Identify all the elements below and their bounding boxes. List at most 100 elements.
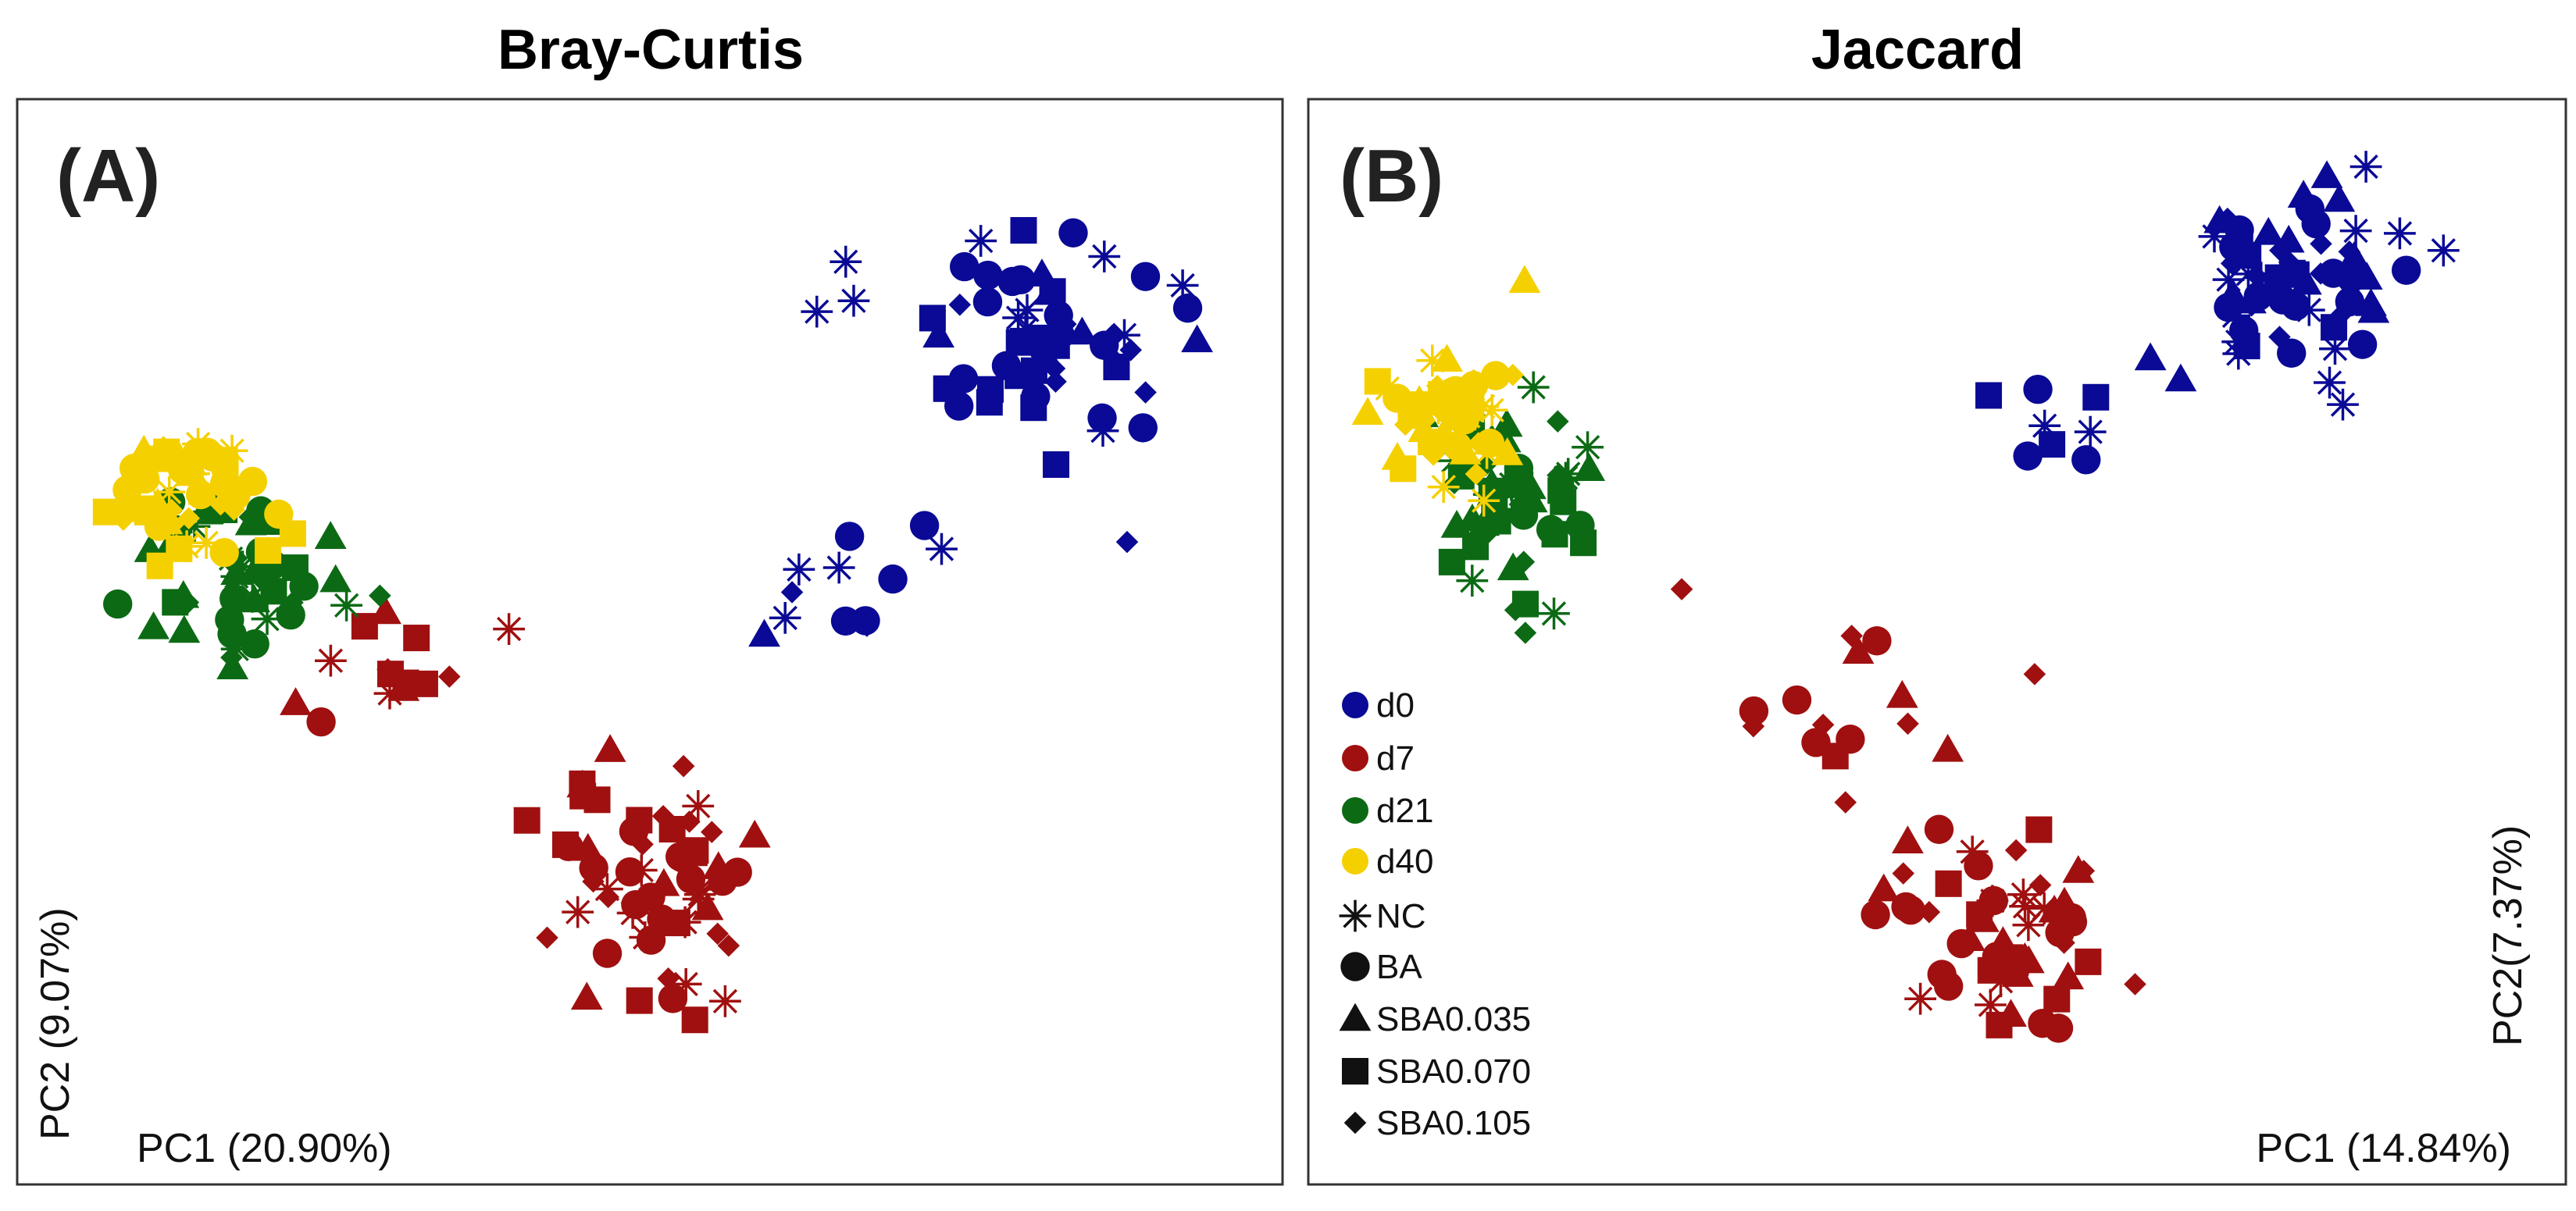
point-d0-star [1009, 313, 1042, 345]
point-d0-triangle [2164, 363, 2197, 392]
point-d7-star [669, 906, 701, 939]
point-d0-star [783, 553, 815, 586]
point-d7-square [2025, 816, 2053, 843]
point-d0-circle [950, 251, 979, 282]
point-d0-star [1108, 319, 1140, 351]
point-d7-diamond [717, 934, 740, 957]
point-d7-triangle [691, 892, 724, 921]
point-d0-star [2232, 258, 2264, 290]
point-d40-circle [1481, 361, 1511, 390]
point-d7-triangle [570, 981, 603, 1010]
point-d21-star [1572, 431, 1604, 464]
point-d7-square [351, 613, 378, 640]
point-d21-triangle [216, 651, 249, 680]
point-d21-square [1462, 533, 1490, 561]
legend-label-nc: NC [1376, 897, 1426, 935]
panel-a: Bray-Curtis (A) PC1 (20.90%) PC2 (9.07%) [16, 19, 1284, 1186]
point-d21-triangle [1490, 408, 1523, 437]
point-d40-star [1416, 344, 1449, 377]
point-d0-diamond [780, 581, 804, 604]
point-d0-star [837, 284, 870, 317]
point-d0-circle [851, 606, 880, 636]
panel-a-points [92, 217, 1214, 1034]
point-d7-circle [1739, 696, 1769, 726]
point-d7-diamond [1840, 625, 1863, 647]
point-d0-circle [909, 511, 940, 540]
point-d21-square [1547, 477, 1575, 504]
legend-shape-markers [1339, 899, 1372, 1134]
point-d21-triangle [168, 614, 201, 643]
point-d40-diamond [1394, 413, 1417, 436]
point-d7-triangle [594, 734, 626, 762]
point-d7-star [682, 790, 715, 822]
point-d40-star [1468, 484, 1500, 517]
panel-a-ylabel: PC2 (9.07%) [33, 907, 78, 1140]
point-d21-triangle [314, 521, 347, 550]
point-d40-square [1364, 368, 1391, 395]
point-d21-diamond [1540, 525, 1563, 548]
point-d7-diamond [1896, 712, 1919, 736]
point-d7-square [682, 837, 709, 864]
point-d0-circle [1058, 218, 1088, 248]
point-d40-star [216, 434, 248, 467]
point-d21-star [1552, 458, 1585, 490]
point-d0-square [1975, 382, 2003, 409]
point-d21-circle [1565, 511, 1595, 540]
point-d7-diamond [2072, 860, 2096, 882]
panel-b-points [1351, 151, 2460, 1043]
point-d40-triangle [1431, 344, 1463, 372]
point-d7-star [1985, 965, 2017, 998]
point-d7-triangle [1868, 873, 1900, 902]
point-d21-star [220, 632, 253, 665]
point-d7-triangle [2052, 961, 2085, 990]
point-d7-square [2043, 985, 2071, 1013]
point-d0-circle [2229, 315, 2259, 345]
point-d0-star [965, 225, 997, 257]
point-d0-circle [2214, 292, 2243, 322]
point-d0-circle [1172, 293, 1203, 323]
point-d40-circle [186, 479, 216, 510]
point-d0-star [2427, 234, 2460, 267]
point-d40-diamond [1449, 415, 1472, 439]
point-d0-square [2321, 314, 2348, 341]
point-d21-circle [240, 629, 269, 659]
point-d40-triangle [175, 447, 207, 475]
legend-label-d7: d7 [1376, 739, 1415, 778]
point-d0-square [2082, 383, 2110, 411]
point-d7-triangle [1842, 636, 1875, 664]
point-d7-circle [1862, 626, 1892, 656]
panel-b-title: Jaccard [1811, 19, 2024, 81]
panel-a-label: (A) [56, 134, 160, 218]
point-d40-diamond [1465, 462, 1488, 486]
point-d7-triangle [1932, 733, 1964, 762]
point-d0-diamond [2309, 262, 2332, 285]
point-d0-square [2039, 431, 2066, 458]
point-d21-star [220, 561, 253, 593]
point-d40-star [1471, 437, 1503, 469]
point-d21-star [178, 510, 211, 543]
point-d21-triangle [319, 564, 352, 593]
legend-label-d0: d0 [1376, 686, 1415, 725]
point-d0-circle [2071, 445, 2101, 475]
point-d7-diamond [1670, 578, 1693, 600]
point-d0-triangle [748, 618, 780, 647]
point-d0-circle [1128, 413, 1158, 443]
point-d40-triangle [1351, 397, 1384, 426]
point-d7-star [676, 849, 708, 881]
point-d7-circle [722, 857, 752, 887]
point-d0-diamond [1115, 530, 1139, 554]
point-d0-diamond [1044, 370, 1067, 393]
point-d7-square [681, 1006, 708, 1034]
point-d21-diamond [177, 591, 200, 614]
point-d0-triangle [922, 319, 955, 348]
point-d40-circle [209, 537, 239, 568]
point-d0-star [926, 532, 958, 565]
point-d40-circle [237, 466, 268, 497]
legend-marker-star [1339, 899, 1372, 932]
point-d7-star [373, 677, 406, 710]
point-d0-circle [1006, 265, 1036, 294]
legend-marker-triangle [1339, 1003, 1372, 1031]
legend-marker-diamond [1343, 1111, 1367, 1134]
point-d40-square [279, 520, 306, 547]
point-d7-star [2007, 878, 2039, 911]
